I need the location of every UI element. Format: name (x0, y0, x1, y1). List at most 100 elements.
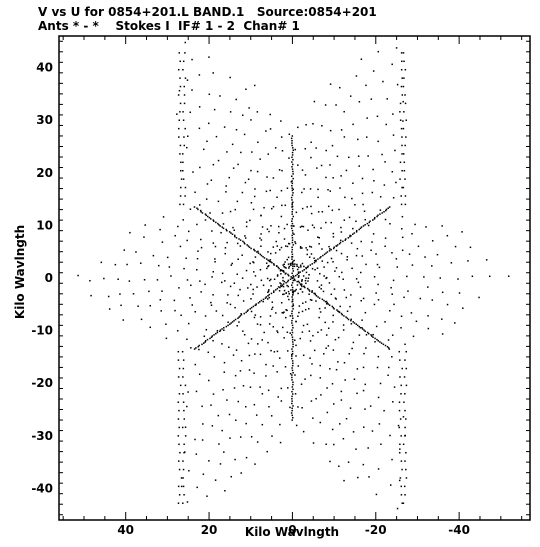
uv-point (183, 144, 186, 147)
uv-point (327, 205, 330, 208)
uv-point (291, 296, 293, 298)
uv-point (325, 252, 327, 254)
uv-point (208, 460, 210, 462)
uv-point (298, 282, 301, 284)
uv-point (291, 331, 294, 334)
uv-point (264, 297, 267, 299)
uv-point (384, 161, 386, 163)
uv-point (208, 216, 211, 219)
uv-point (356, 368, 359, 370)
uv-point (403, 401, 405, 403)
uv-point (404, 203, 407, 206)
uv-point (246, 310, 249, 312)
uv-point (376, 115, 379, 118)
uv-point (324, 300, 327, 303)
uv-point (352, 227, 354, 230)
uv-point (247, 287, 249, 289)
uv-point (271, 301, 274, 303)
uv-point (375, 325, 378, 328)
uv-point (386, 98, 388, 100)
uv-point (297, 164, 299, 166)
uv-point (313, 100, 316, 103)
uv-point (380, 443, 382, 446)
uv-point (276, 287, 279, 290)
uv-point (278, 169, 281, 171)
uv-point (349, 234, 351, 237)
uv-point (179, 111, 181, 113)
uv-point (253, 372, 255, 374)
uv-point (186, 338, 188, 341)
uv-point (361, 255, 364, 257)
uv-point (360, 226, 363, 228)
uv-point (252, 208, 255, 211)
uv-point (255, 414, 258, 416)
uv-point (292, 416, 294, 419)
uv-point (312, 417, 314, 419)
uv-point (398, 409, 401, 412)
uv-point (276, 275, 279, 277)
uv-point (293, 290, 295, 293)
uv-point (292, 260, 294, 263)
uv-point (235, 349, 238, 351)
uv-point (234, 306, 236, 309)
uv-point (286, 223, 288, 226)
uv-point (326, 411, 329, 414)
uv-point (294, 374, 296, 376)
uv-point (196, 223, 198, 226)
uv-point (249, 308, 251, 310)
uv-point (365, 84, 367, 87)
uv-point (339, 86, 341, 89)
uv-point (298, 311, 300, 314)
uv-point (230, 264, 233, 266)
uv-point (178, 287, 180, 289)
uv-point (299, 245, 302, 248)
uv-point (280, 269, 282, 271)
uv-point (227, 294, 229, 296)
uv-point (303, 188, 305, 190)
uv-point (400, 327, 402, 329)
uv-point (285, 282, 287, 284)
uv-point (291, 289, 294, 291)
uv-point (280, 246, 283, 249)
uv-point (212, 72, 214, 74)
uv-point (210, 336, 213, 338)
uv-point (301, 191, 303, 194)
uv-point (329, 83, 332, 85)
uv-point (278, 231, 280, 234)
uv-point (311, 291, 313, 294)
uv-point (281, 326, 284, 329)
uv-point (255, 303, 257, 305)
uv-point (226, 151, 228, 153)
uv-point (351, 197, 353, 200)
uv-point (299, 283, 302, 286)
uv-point (301, 285, 303, 288)
uv-point (363, 352, 365, 355)
uv-point (291, 199, 293, 201)
uv-point (388, 348, 391, 350)
uv-point (196, 486, 198, 489)
uv-point (187, 391, 189, 393)
uv-point (143, 278, 146, 281)
uv-point (283, 311, 285, 313)
uv-point (294, 241, 296, 243)
uv-point (202, 423, 204, 425)
uv-point (355, 278, 358, 280)
uv-point (320, 255, 322, 258)
uv-point (291, 379, 293, 381)
uv-point (395, 258, 398, 260)
uv-point (210, 304, 213, 306)
uv-point (268, 279, 271, 282)
uv-point (301, 331, 304, 333)
y-tick-label: -20 (31, 376, 53, 390)
uv-point (221, 212, 224, 214)
uv-point (250, 306, 253, 309)
uv-point (405, 451, 407, 454)
uv-point (236, 200, 239, 203)
uv-point (299, 247, 302, 249)
uv-point (371, 241, 373, 243)
uv-point (307, 229, 309, 231)
uv-point (261, 393, 264, 395)
uv-point (221, 272, 224, 275)
uv-point (298, 275, 300, 277)
uv-point (219, 329, 222, 331)
